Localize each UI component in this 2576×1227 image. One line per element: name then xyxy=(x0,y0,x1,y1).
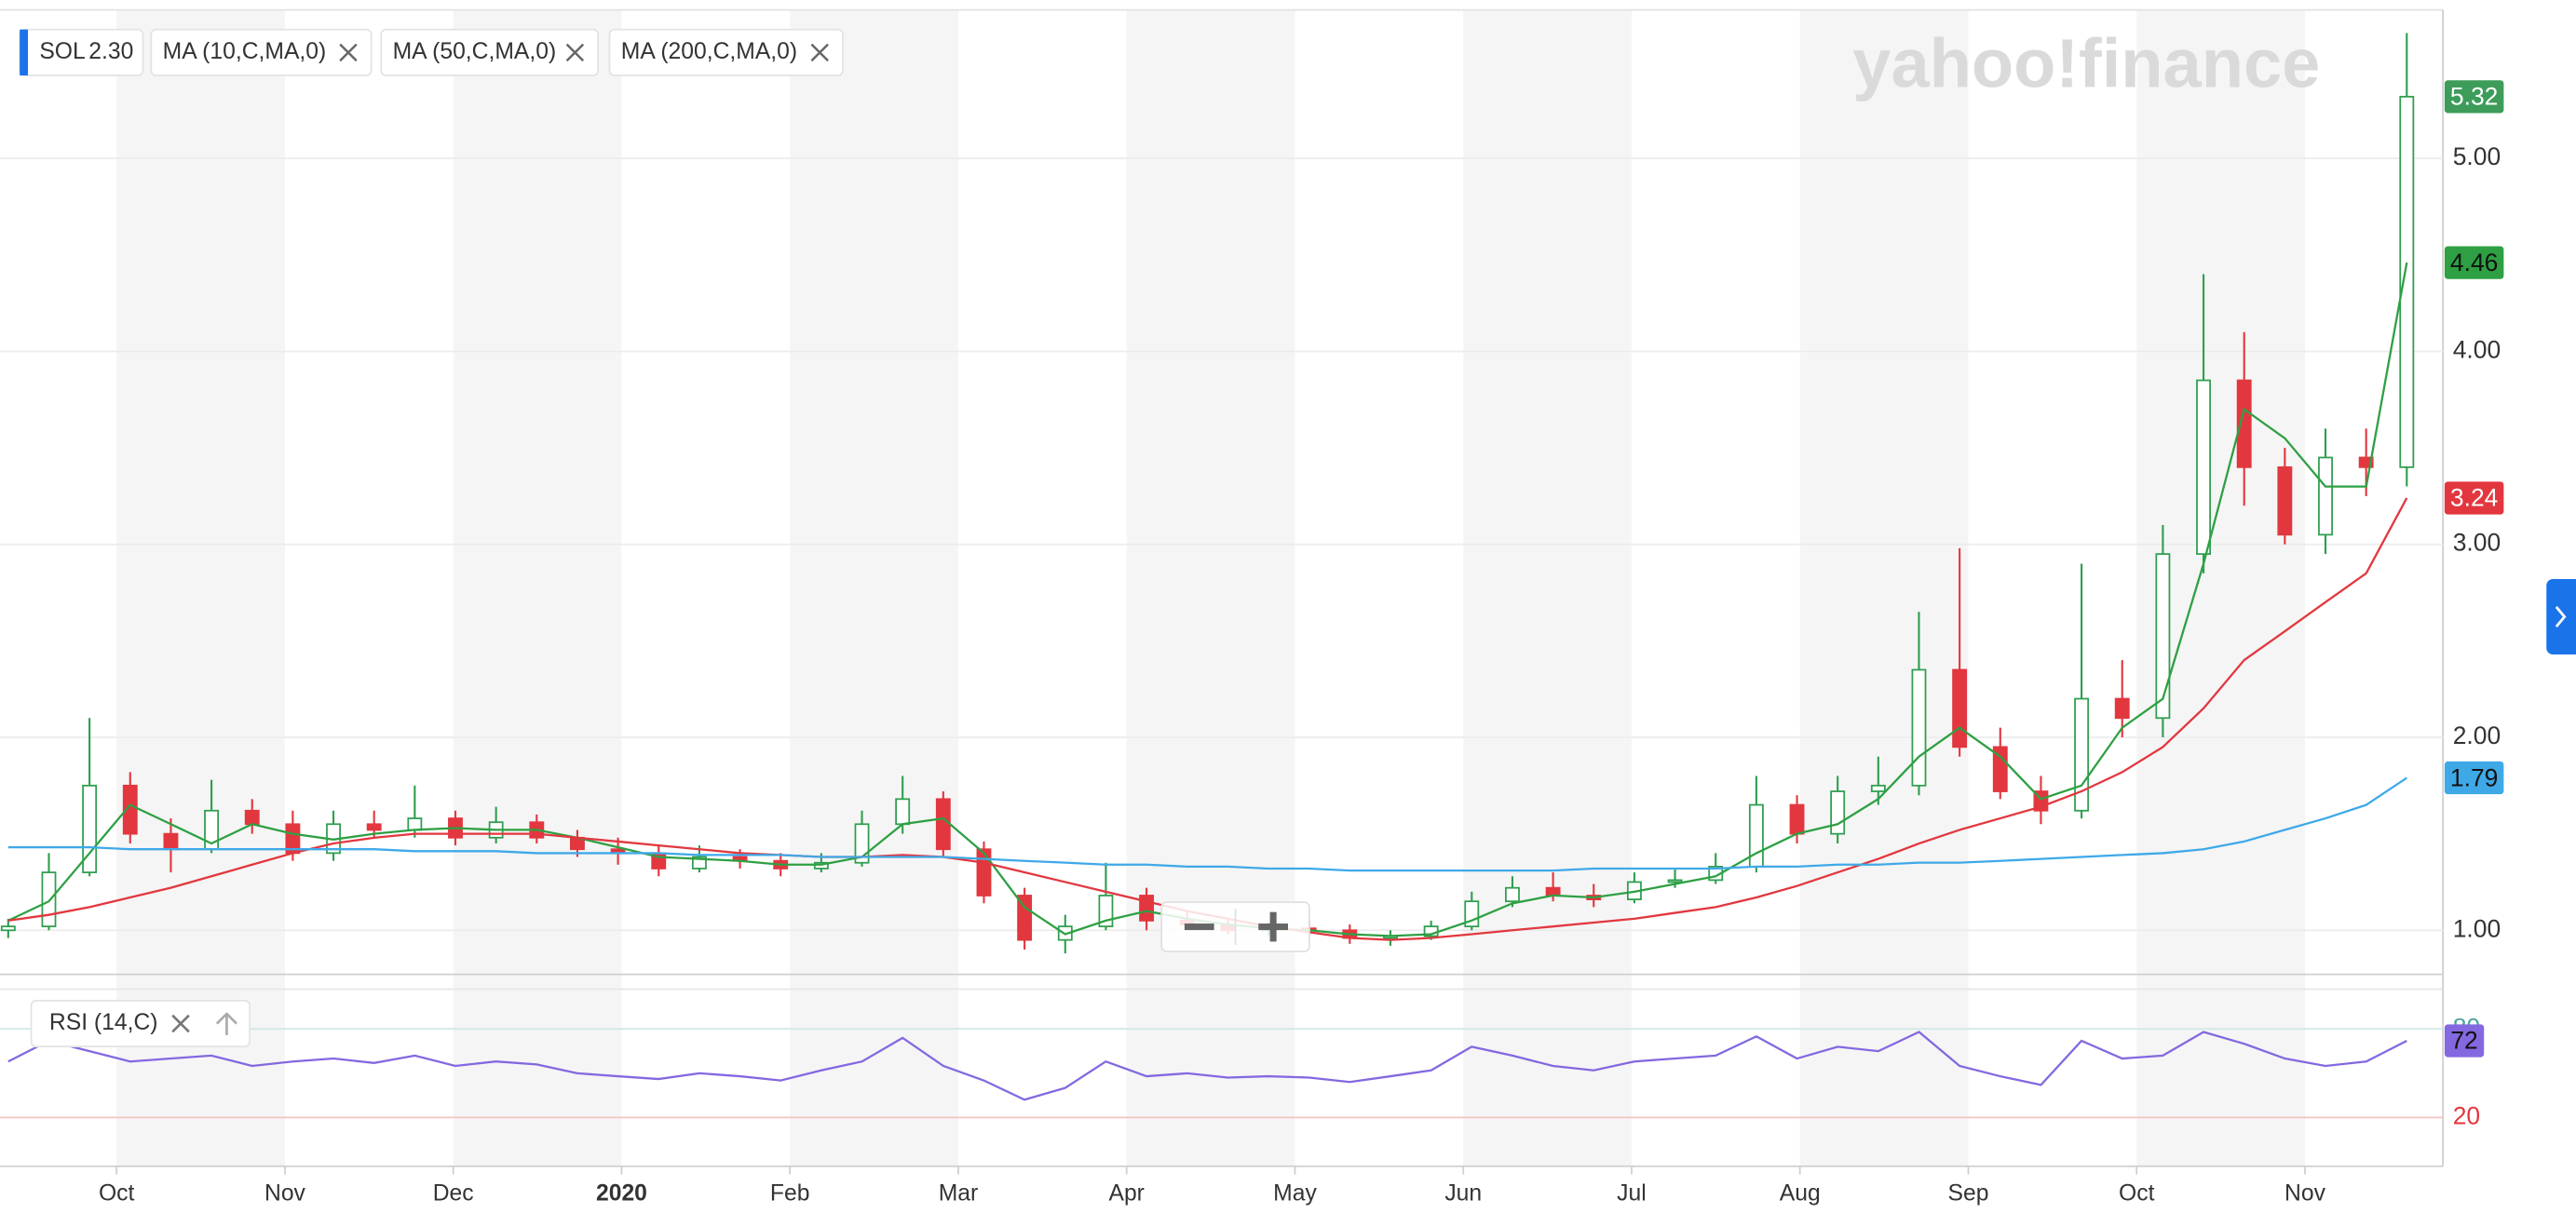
candle-body xyxy=(2236,379,2252,468)
labels: Oct Nov Dec 2020 Feb Mar Apr May Jun Jul Aug Sep Oct… xyxy=(99,80,2504,1206)
candle-body xyxy=(1545,886,1561,897)
value-badge-label: 3.24 xyxy=(2450,484,2498,512)
x-tick-label: Nov xyxy=(264,1180,306,1206)
rsi-close-icon[interactable] xyxy=(171,1014,190,1033)
value-badge-label: 4.46 xyxy=(2450,249,2498,276)
y-tick-label: 3.00 xyxy=(2453,529,2501,557)
x-tick-label: 2020 xyxy=(596,1180,647,1206)
candle-body xyxy=(1952,668,1968,748)
x-tick-label: Nov xyxy=(2285,1180,2326,1206)
x-tick-label: Jun xyxy=(1444,1180,1482,1206)
candle-body xyxy=(2318,456,2333,536)
candle-body xyxy=(2358,456,2374,468)
y-tick-label: 2.00 xyxy=(2453,721,2501,749)
candle-body xyxy=(2399,95,2415,468)
zoom-out-icon[interactable] xyxy=(1184,924,1214,931)
rsi-chip[interactable] xyxy=(30,999,251,1048)
ma-close-icon[interactable] xyxy=(810,43,829,62)
ma-name: MA (10,C,MA,0) xyxy=(163,39,327,64)
ma-name: MA (200,C,MA,0) xyxy=(621,39,797,64)
value-badge-label: 72 xyxy=(2450,1027,2477,1055)
ma-line xyxy=(7,776,2407,872)
candle-body xyxy=(2155,553,2171,720)
candle-body xyxy=(0,925,16,932)
ma-name: MA (50,C,MA,0) xyxy=(393,39,557,64)
y-tick-label: 1.00 xyxy=(2453,914,2501,942)
x-tick-label: Mar xyxy=(939,1180,979,1206)
candle-body xyxy=(41,871,57,928)
ma-chip[interactable] xyxy=(380,28,599,76)
candle-body xyxy=(407,817,423,831)
candle-body xyxy=(1667,879,1683,883)
month-band xyxy=(1126,9,1295,1166)
x-tick-label: Jul xyxy=(1617,1180,1647,1206)
x-tick-label: Oct xyxy=(99,1180,135,1206)
value-badge xyxy=(2444,246,2504,279)
x-tick-label: Feb xyxy=(770,1180,810,1206)
candle-body xyxy=(1789,803,1805,835)
ma-chip[interactable] xyxy=(608,28,844,76)
value-badge xyxy=(2444,481,2504,515)
candle-body xyxy=(895,798,911,826)
candle-body xyxy=(366,823,382,831)
zoom-in-icon-bar[interactable] xyxy=(1269,911,1277,942)
candle-body xyxy=(1870,784,1886,792)
candle-body xyxy=(244,809,260,826)
rsi-name: RSI (14,C) xyxy=(49,1010,158,1035)
candle-body xyxy=(935,798,951,851)
legend-chips: SOL 2.30 RSI (14,C) MA (10,C,MA,0) MA (50… xyxy=(19,28,844,1048)
y-tick-label: 4.00 xyxy=(2453,335,2501,363)
ma-close-icon[interactable] xyxy=(565,43,585,62)
candle-body xyxy=(976,848,992,897)
candle-body xyxy=(163,832,179,851)
symbol-chip-strip xyxy=(20,29,28,76)
x-tick-label: Aug xyxy=(1780,1180,1821,1206)
month-band xyxy=(453,9,622,1166)
candle-body xyxy=(1911,668,1927,787)
symbol: SOL xyxy=(39,39,85,64)
zoom-control[interactable] xyxy=(1160,901,1310,952)
value-badge xyxy=(2444,761,2504,795)
x-tick-label: Apr xyxy=(1108,1180,1144,1206)
candle-body xyxy=(1992,746,2008,792)
candle-body xyxy=(2196,379,2211,555)
candle-body xyxy=(2114,697,2130,720)
symbol-value: 2.30 xyxy=(88,39,133,64)
side-tab-button[interactable] xyxy=(2546,578,2576,655)
side-tab-arrow xyxy=(2555,606,2567,627)
value-badge xyxy=(2444,1024,2485,1058)
rsi-line xyxy=(7,1031,2407,1101)
x-tick-label: May xyxy=(1273,1180,1317,1206)
ma-close-icon[interactable] xyxy=(339,43,358,62)
watermark: yahoo!finance xyxy=(1852,25,2320,102)
candle-body xyxy=(2277,465,2293,536)
side-tab[interactable] xyxy=(2546,578,2576,655)
y-tick-label: 5.00 xyxy=(2453,142,2501,170)
marks xyxy=(0,33,2415,1101)
candle-body xyxy=(122,784,138,835)
value-badge-label: 1.79 xyxy=(2450,763,2498,791)
ma-chip[interactable] xyxy=(150,28,373,76)
candle-body xyxy=(1017,895,1033,941)
rsi-move-icon[interactable] xyxy=(215,1012,237,1035)
rsi-y-tick-label: 20 xyxy=(2453,1101,2480,1129)
x-tick-label: Sep xyxy=(1948,1180,1989,1206)
value-badge-label: 5.32 xyxy=(2450,83,2498,111)
candle-body xyxy=(1505,886,1520,903)
month-band xyxy=(790,9,958,1166)
value-badge xyxy=(2444,80,2504,114)
candle-body xyxy=(1748,803,1764,868)
month-band xyxy=(1463,9,1632,1166)
month-band xyxy=(116,9,285,1166)
x-tick-label: Oct xyxy=(2119,1180,2155,1206)
month-band xyxy=(1799,9,1969,1166)
candle-body xyxy=(1830,790,1846,835)
x-tick-label: Dec xyxy=(433,1180,474,1206)
